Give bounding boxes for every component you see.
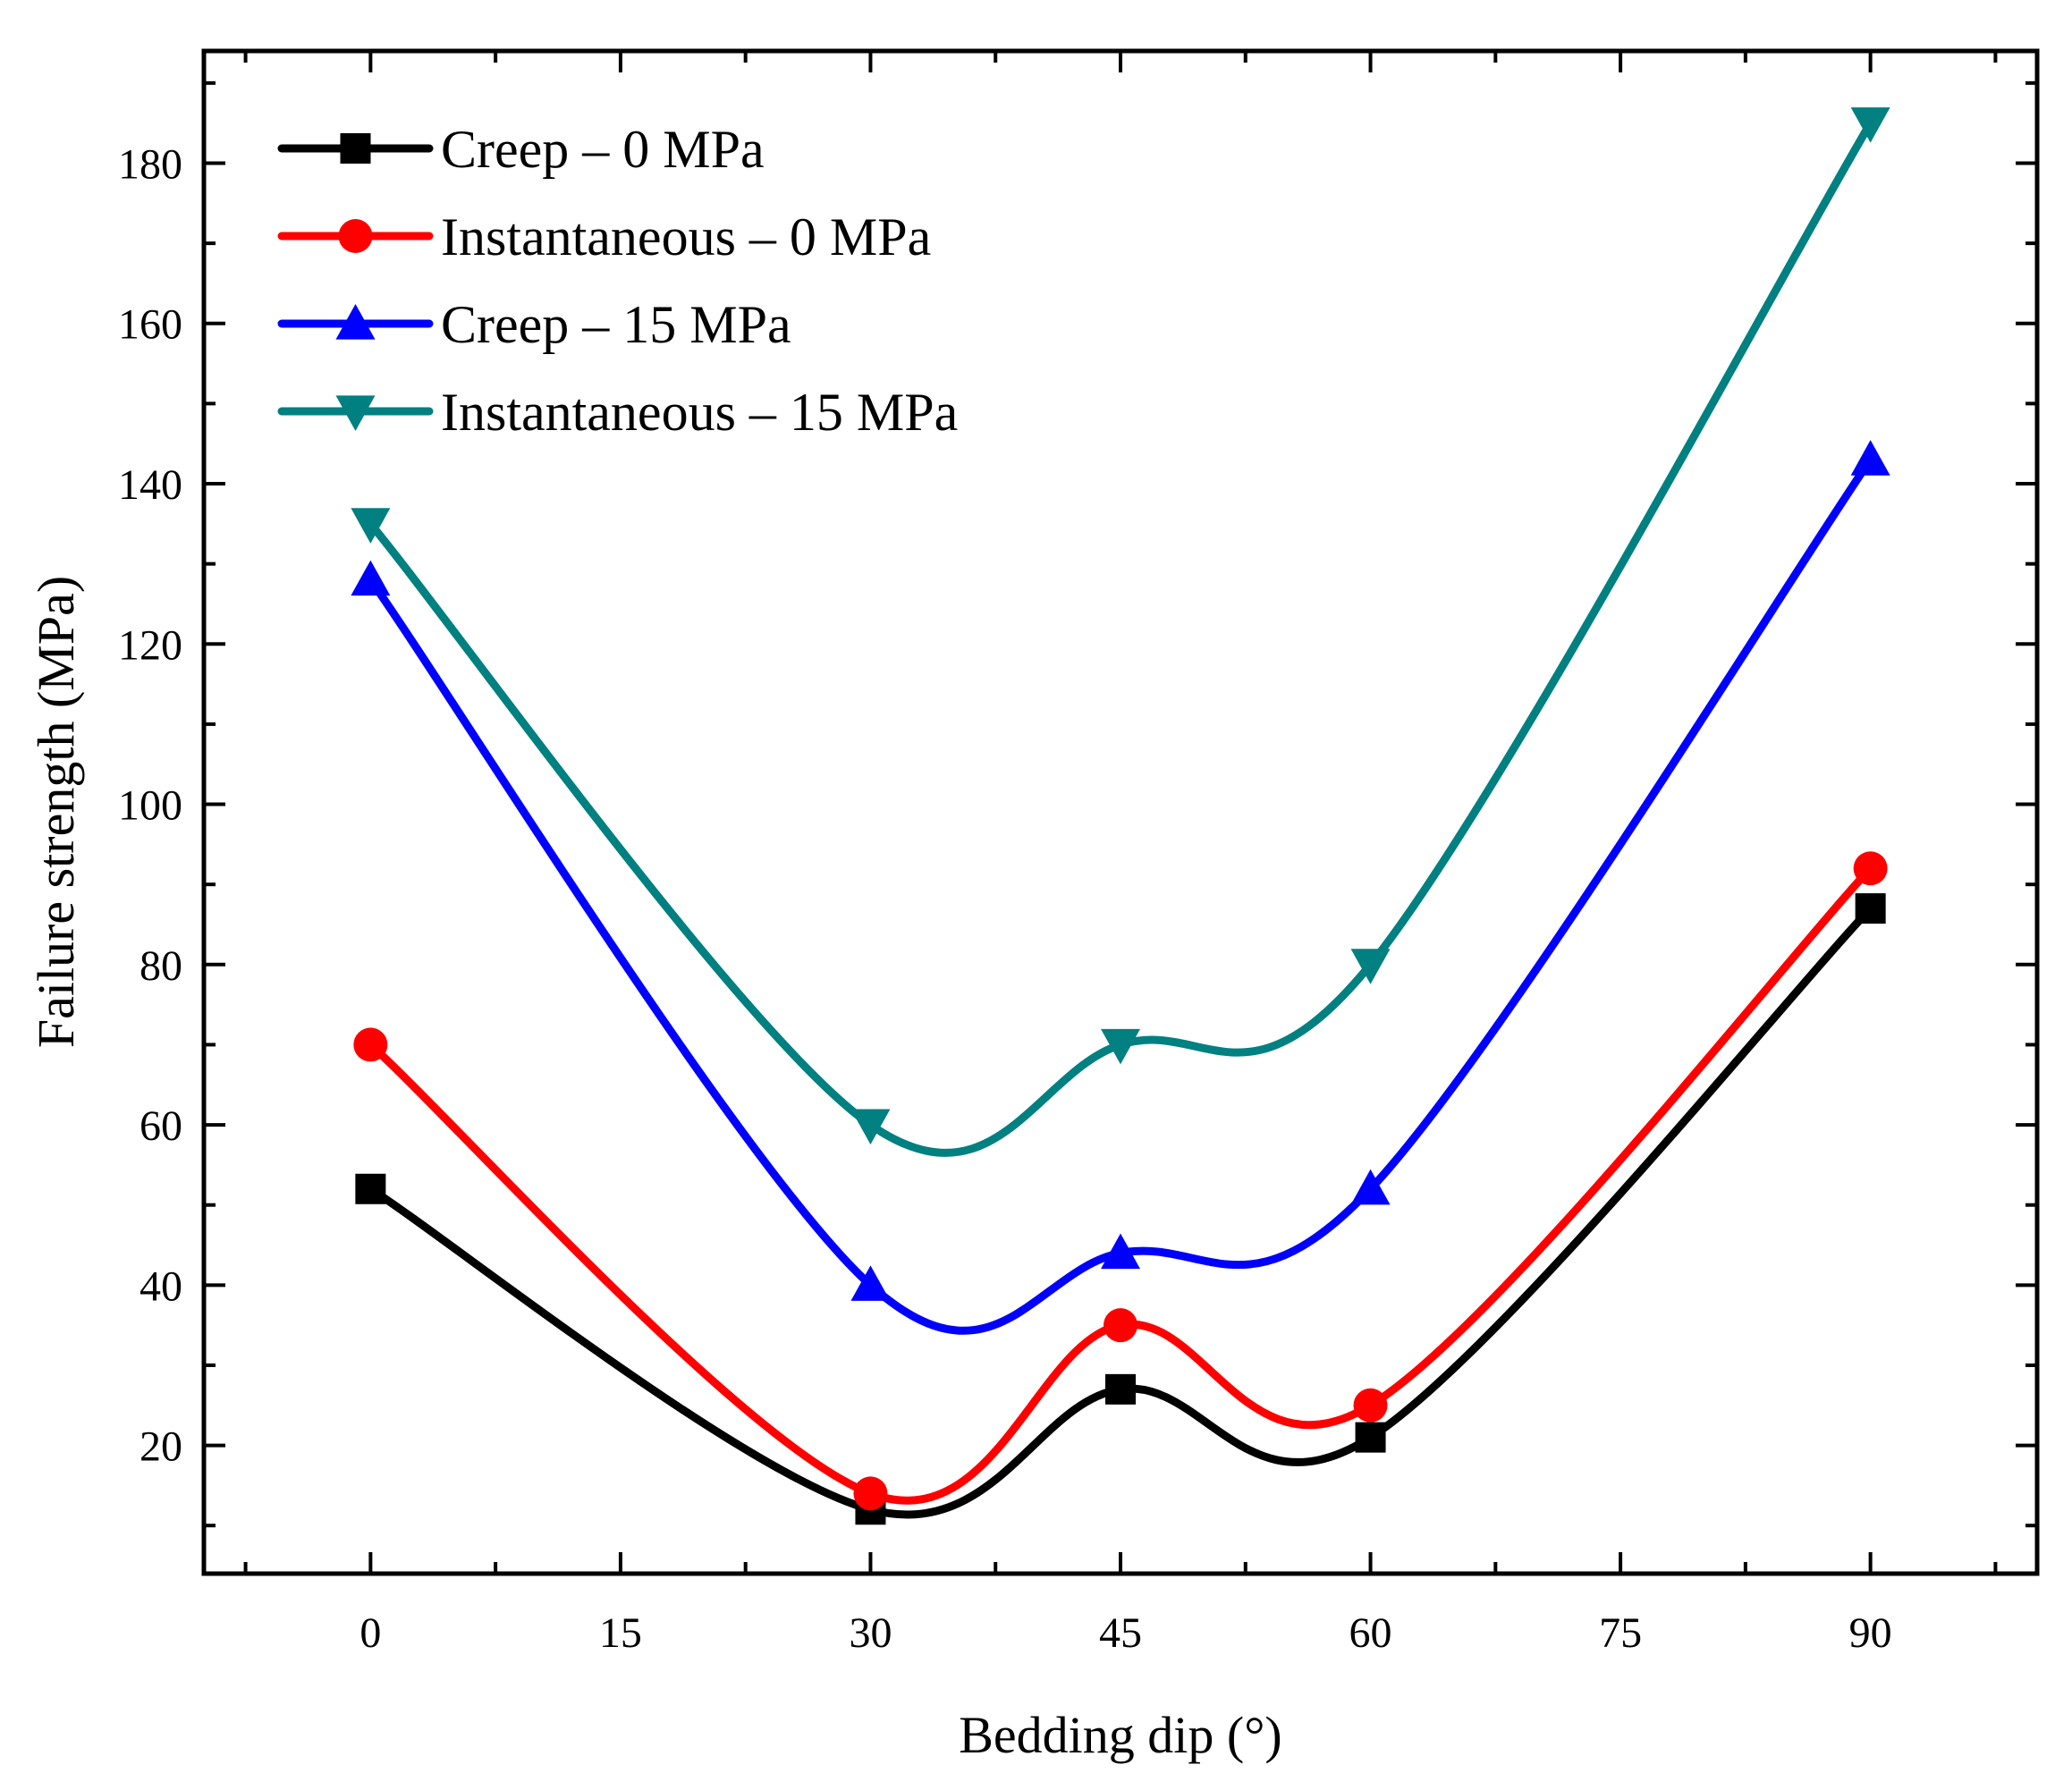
data-point-2 — [351, 560, 391, 596]
y-tick-label: 60 — [140, 1102, 182, 1150]
y-tick-label: 180 — [118, 140, 182, 188]
x-tick-label: 75 — [1599, 1609, 1642, 1657]
data-point-3 — [850, 1109, 891, 1145]
x-tick-label: 60 — [1349, 1609, 1392, 1657]
legend-label: Creep – 0 MPa — [441, 120, 765, 179]
x-axis-title: Bedding dip (°) — [959, 1706, 1281, 1764]
y-tick-label: 80 — [140, 942, 182, 990]
x-tick-label: 15 — [599, 1609, 642, 1657]
legend-marker — [335, 395, 376, 431]
legend-label: Creep – 15 MPa — [441, 295, 791, 354]
series-line-1 — [366, 864, 1875, 1505]
x-tick-label: 90 — [1849, 1609, 1892, 1657]
data-point-2 — [1350, 1169, 1391, 1205]
data-point-3 — [1850, 107, 1890, 143]
y-tick-label: 160 — [118, 301, 182, 349]
data-point-3 — [1101, 1028, 1140, 1065]
y-tick-label: 20 — [140, 1423, 182, 1471]
legend-label: Instantaneous – 15 MPa — [441, 383, 958, 442]
data-point-0 — [355, 1173, 386, 1204]
x-tick-label: 0 — [359, 1609, 381, 1657]
data-point-2 — [850, 1265, 891, 1301]
y-axis-title: Failure strength (MPa) — [27, 576, 85, 1048]
y-tick-label: 100 — [118, 782, 182, 830]
data-point-0 — [1855, 893, 1886, 925]
data-point-2 — [1850, 440, 1890, 476]
data-point-3 — [351, 508, 391, 544]
data-point-0 — [1355, 1422, 1386, 1453]
series-line-3 — [366, 119, 1875, 1157]
y-tick-label: 120 — [118, 621, 182, 669]
data-point-0 — [1105, 1373, 1136, 1405]
data-point-1 — [1104, 1308, 1137, 1343]
series-markers — [351, 107, 1890, 1525]
plot-frame — [201, 48, 2040, 1576]
tick-labels: 0 15 30 45 60 75 90 20 40 60 80 100 120 140 160 180 — [118, 140, 1892, 1657]
data-point-1 — [1853, 851, 1888, 886]
data-point-2 — [1101, 1233, 1140, 1270]
legend: Creep – 0 MPa Instantaneous – 0 MPa Creep … — [277, 120, 958, 442]
data-point-1 — [353, 1027, 388, 1062]
legend-marker — [338, 219, 373, 253]
y-tick-label: 140 — [118, 461, 182, 509]
x-tick-label: 45 — [1099, 1609, 1142, 1657]
axis-ticks — [204, 51, 2037, 1574]
y-tick-label: 40 — [140, 1262, 182, 1310]
legend-marker — [335, 304, 376, 340]
legend-marker — [340, 133, 371, 164]
series-line-0 — [366, 904, 1875, 1519]
data-point-1 — [1353, 1388, 1388, 1423]
x-tick-label: 30 — [849, 1609, 892, 1657]
data-point-3 — [1350, 949, 1391, 984]
data-point-1 — [853, 1476, 888, 1511]
legend-label: Instantaneous – 0 MPa — [441, 207, 931, 266]
series-line-2 — [366, 455, 1875, 1335]
